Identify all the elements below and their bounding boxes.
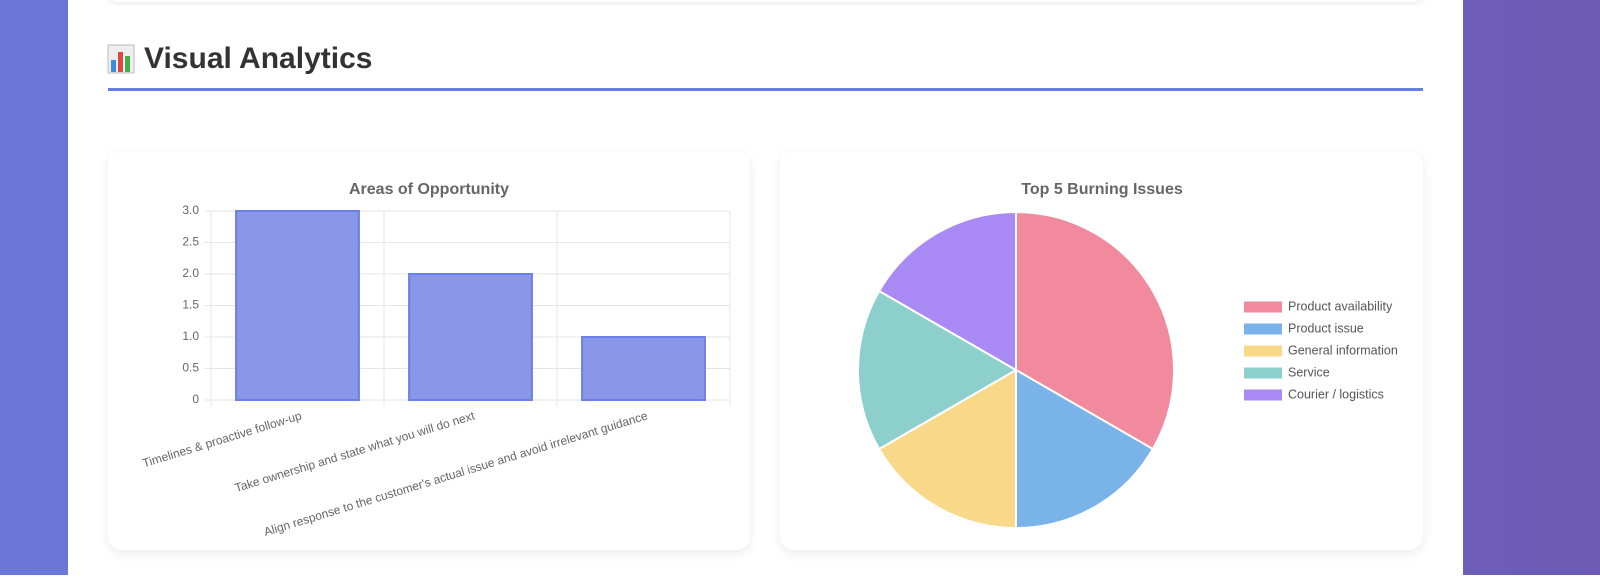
title-underline xyxy=(108,88,1423,91)
legend-label: General information xyxy=(1288,343,1398,357)
y-tick-label: 1.5 xyxy=(182,298,199,312)
pie-slice xyxy=(857,289,1018,451)
legend-swatch xyxy=(1244,367,1282,379)
legend-label: Product issue xyxy=(1288,321,1364,335)
pie-slice xyxy=(1015,210,1175,451)
legend-label: Courier / logistics xyxy=(1288,387,1384,401)
chart-icon xyxy=(107,44,135,74)
y-tick-label: 1.0 xyxy=(182,329,199,343)
pie-slice xyxy=(877,210,1017,372)
legend-swatch xyxy=(1244,301,1282,313)
y-tick-label: 0 xyxy=(192,392,199,406)
chart-title: Areas of Opportunity xyxy=(349,181,509,198)
legend-swatch xyxy=(1244,323,1282,335)
legend-swatch xyxy=(1244,345,1282,357)
y-tick-label: 2.5 xyxy=(182,235,199,249)
legend-label: Service xyxy=(1288,365,1330,379)
bar xyxy=(408,273,533,401)
legend-swatch xyxy=(1244,389,1282,401)
pie-slice xyxy=(1015,368,1155,530)
chart-title: Top 5 Burning Issues xyxy=(1021,181,1183,198)
pie-slice xyxy=(877,368,1017,530)
y-tick-label: 0.5 xyxy=(182,361,199,375)
bar xyxy=(235,210,360,401)
bar xyxy=(581,336,706,401)
upper-card xyxy=(113,0,1418,2)
y-tick-label: 3.0 xyxy=(182,203,199,217)
section-title: Visual Analytics xyxy=(144,42,372,75)
legend-label: Product availability xyxy=(1288,299,1393,313)
y-tick-label: 2.0 xyxy=(182,266,199,280)
